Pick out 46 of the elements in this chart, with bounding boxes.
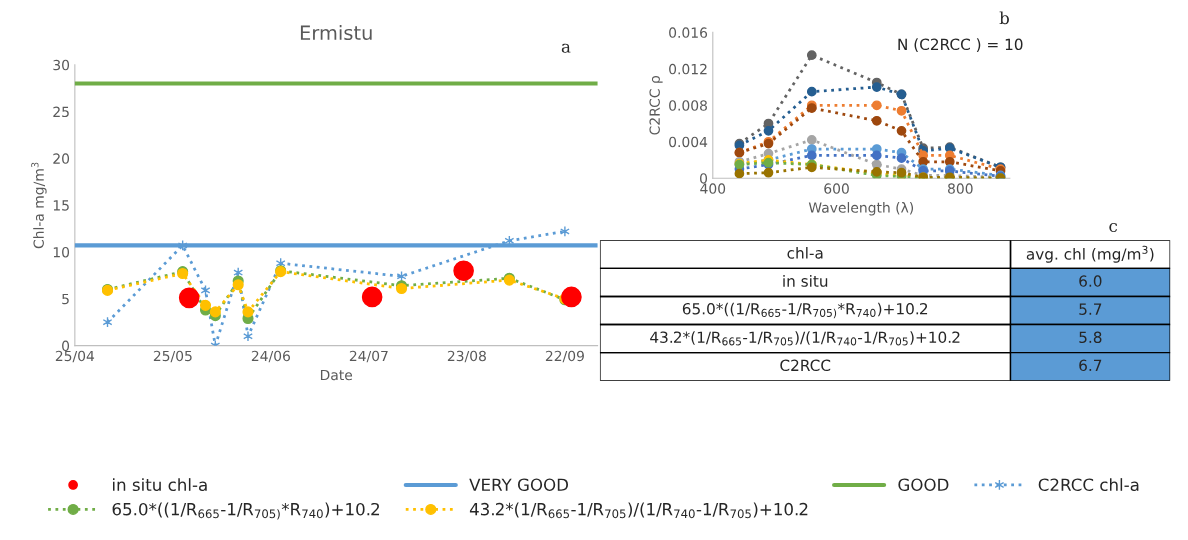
- text: 6.0: [1079, 275, 1102, 287]
- y-tick-label: 10: [53, 246, 70, 258]
- x-axis-title: Wavelength (λ): [808, 202, 914, 216]
- y-tick-label: 0: [700, 173, 708, 184]
- text: a: [561, 43, 571, 53]
- y-tick-label: 0: [62, 340, 70, 352]
- text: avg. chl (mg/m$^{3}$): [1026, 245, 1154, 263]
- legend-label: C2RCC chl-a: [1038, 478, 1139, 492]
- annotation: N (C2RCC ) = 10: [898, 38, 1023, 52]
- text: 5.7: [1079, 303, 1102, 315]
- text: chl-a: [787, 246, 823, 259]
- y-tick-label: 25: [53, 106, 69, 118]
- x-tick-label: 24/06: [251, 350, 290, 363]
- text: c: [1109, 222, 1118, 233]
- text: 6.7: [1079, 359, 1102, 372]
- chart-title: b: [999, 11, 1009, 25]
- y-tick-label: 0.008: [669, 100, 707, 111]
- x-tick-label: 25/04: [55, 350, 95, 363]
- x-tick-label: 800: [947, 183, 973, 194]
- x-tick-label: 600: [824, 183, 849, 194]
- y-tick-label: 15: [53, 200, 69, 211]
- x-tick-label: 22/09: [545, 350, 584, 363]
- category-label: 65.0*((1/R$_{665}$-1/R$_{705)}$*R$_{740}$)+10.2: [682, 302, 928, 319]
- y-tick-label: 30: [53, 59, 70, 71]
- x-axis-title: Date: [320, 369, 353, 381]
- legend-label: in situ chl-a: [113, 478, 207, 492]
- y-axis-title: C2RCC ρ: [649, 76, 663, 135]
- category-label: C2RCC: [780, 359, 831, 372]
- x-tick-label: 25/05: [153, 350, 192, 363]
- legend-label: 65.0*((1/R$_{665}$-1/R$_{705)}$*R$_{740}$)+10.2: [112, 502, 380, 520]
- legend-label: VERY GOOD: [469, 478, 569, 492]
- legend-label: GOOD: [898, 478, 949, 492]
- text: 5.8: [1079, 331, 1102, 344]
- y-tick-label: 0.004: [669, 136, 708, 148]
- text: 43.2*(1/R$_{665}$-1/R$_{705}$)/(1/R$_{740}$-1/R$_{705}$)+10.2: [650, 331, 960, 346]
- y-tick-label: 5: [62, 293, 69, 305]
- y-axis-title: Chl-a mg/m$^{3}$: [31, 162, 47, 249]
- y-tick-label: 0.012: [669, 63, 707, 75]
- y-tick-label: 20: [53, 153, 70, 164]
- x-tick-label: 400: [700, 183, 726, 194]
- category-label: in situ: [783, 275, 828, 287]
- y-tick-label: 0.016: [669, 27, 708, 38]
- x-tick-label: 23/08: [447, 350, 486, 363]
- chart-title: Ermistu: [300, 25, 372, 41]
- x-tick-label: 24/07: [349, 350, 388, 363]
- category-label: 43.2*(1/R$_{665}$-1/R$_{705}$)/(1/R$_{740}$-1/R$_{705}$)+10.2: [469, 502, 808, 519]
